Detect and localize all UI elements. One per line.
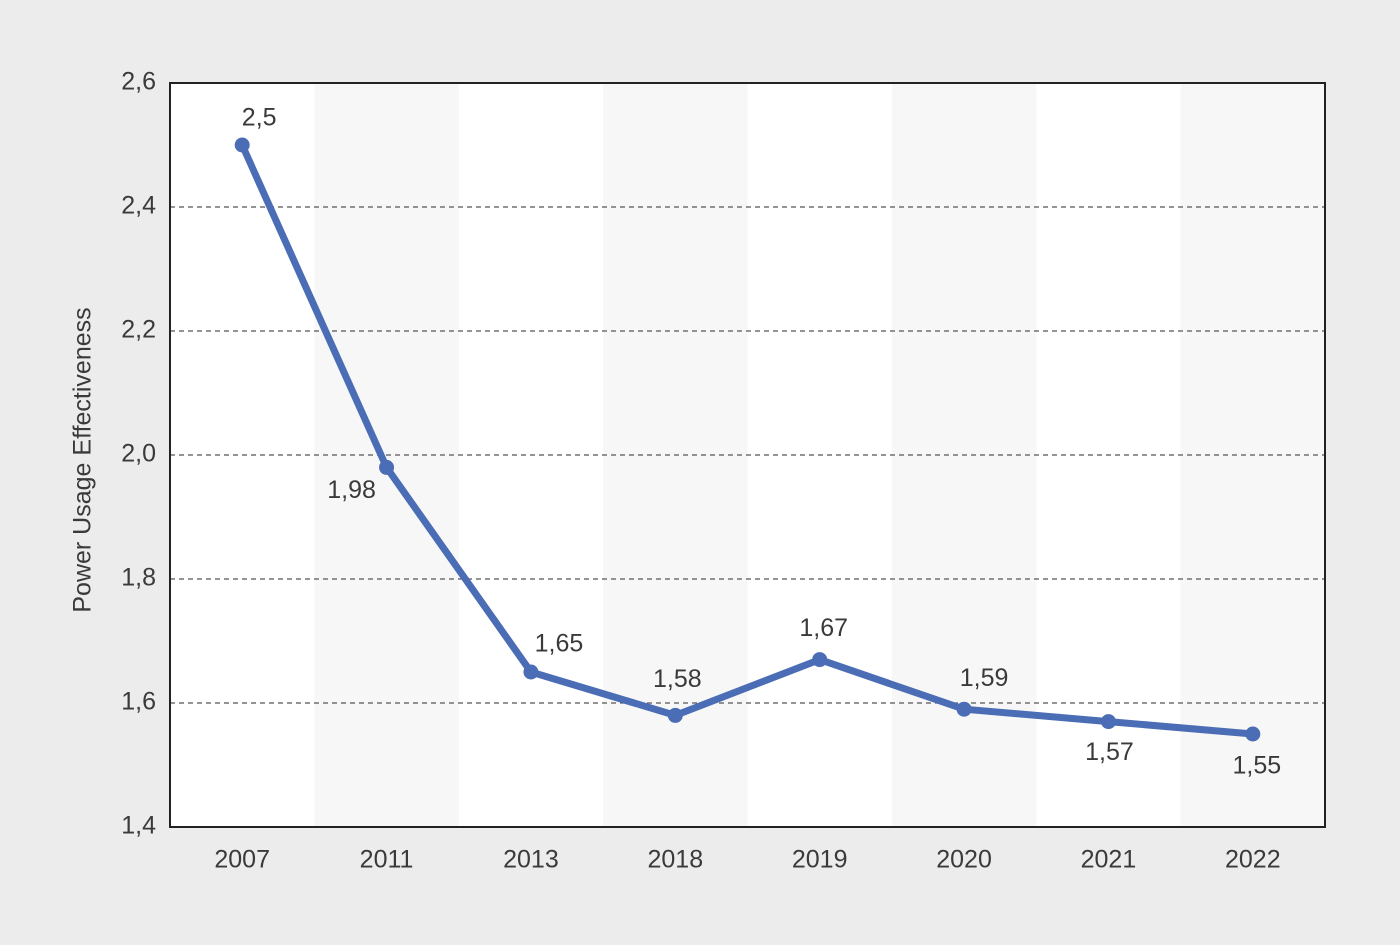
y-tick-label: 1,4 [121, 812, 156, 840]
data-label: 1,98 [327, 476, 376, 504]
x-tick-label: 2007 [214, 846, 270, 874]
data-label: 2,5 [242, 104, 277, 132]
data-point [379, 459, 395, 475]
data-line [238, 143, 1254, 738]
data-label: 1,57 [1085, 738, 1134, 766]
y-tick-label: 2,6 [121, 68, 156, 96]
y-tick-label: 2,4 [121, 192, 156, 220]
data-label: 1,55 [1232, 752, 1281, 780]
x-tick-label: 2011 [360, 846, 414, 874]
plot-border [169, 82, 1326, 828]
data-point [812, 652, 828, 668]
x-tick-label: 2022 [1225, 846, 1281, 874]
data-label: 1,58 [653, 665, 702, 693]
data-point [234, 137, 250, 153]
y-tick-label: 1,6 [121, 688, 156, 716]
x-tick-label: 2019 [792, 846, 848, 874]
x-tick-label: 2013 [503, 846, 559, 874]
data-point [523, 664, 539, 680]
y-tick-label: 2,0 [121, 440, 156, 468]
x-tick-label: 2018 [648, 846, 704, 874]
data-label: 1,59 [960, 664, 1009, 692]
y-tick-label: 1,8 [121, 564, 156, 592]
data-point [667, 707, 683, 723]
x-tick-label: 2021 [1081, 846, 1137, 874]
y-axis-label: Power Usage Effectiveness [69, 307, 97, 612]
data-point [1100, 714, 1116, 730]
data-point [956, 701, 972, 717]
data-label: 1,67 [799, 614, 848, 642]
data-label: 1,65 [535, 630, 584, 658]
data-point [1245, 726, 1261, 742]
y-tick-label: 2,2 [121, 316, 156, 344]
x-tick-label: 2020 [936, 846, 992, 874]
